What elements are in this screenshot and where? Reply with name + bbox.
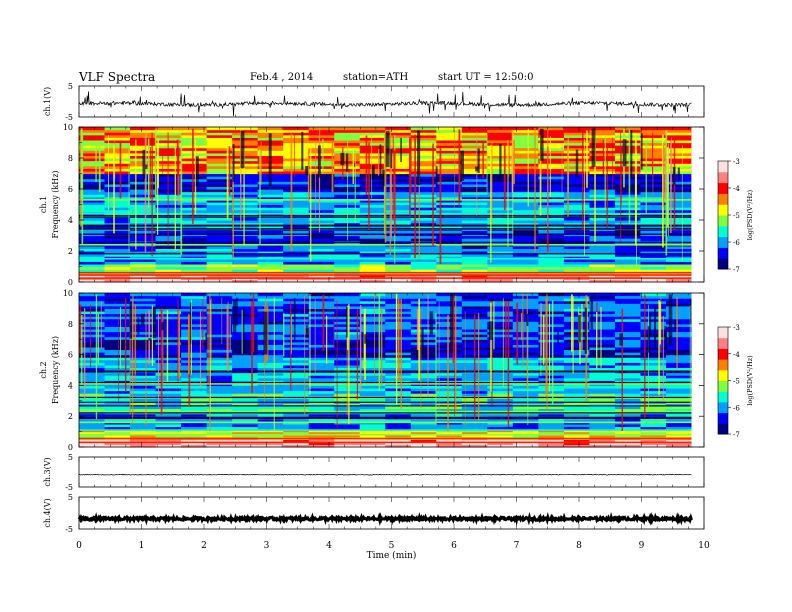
colorbar-tick-label: -4 (733, 351, 740, 359)
ch.3-waveform (78, 473, 692, 476)
x-tick-label: 5 (389, 541, 395, 551)
date-label: Feb.4 , 2014 (250, 72, 314, 83)
colorbar-tick-label: -5 (733, 212, 740, 220)
colorbar-tick-label: -3 (733, 158, 740, 166)
ch.1-waveform (79, 91, 692, 117)
y-tick-label: 0 (68, 278, 73, 287)
y-tick-label: 4 (68, 216, 73, 225)
colorbar-2 (718, 327, 728, 435)
x-tick-label: 9 (639, 541, 645, 551)
colorbar-tick-label: -5 (733, 378, 740, 386)
start-time-label: start UT = 12:50:0 (438, 72, 534, 83)
y-tick-label: 0 (68, 443, 73, 452)
x-tick-label: 3 (264, 541, 270, 551)
spectrogram-1-channel-label: ch.1 (39, 196, 48, 213)
x-tick-label: 2 (201, 541, 207, 551)
colorbar-tick-label: -4 (733, 185, 740, 193)
y-tick-label: 8 (68, 154, 73, 163)
y-tick-label: 10 (63, 289, 73, 298)
spectrogram-2 (79, 293, 704, 448)
x-tick-label: 8 (576, 541, 582, 551)
station-label: station=ATH (343, 72, 409, 83)
colorbar-tick-label: -7 (733, 266, 740, 274)
y-tick-label: 4 (68, 381, 73, 390)
y-tick-label: -5 (65, 483, 73, 492)
ch.4-waveform (77, 511, 693, 527)
y-tick-label: 5 (68, 82, 73, 91)
colorbar-tick-label: -6 (733, 404, 740, 412)
x-tick-label: 0 (76, 541, 82, 551)
x-tick-label: 4 (326, 541, 332, 551)
y-tick-label: 5 (68, 453, 73, 462)
spectrogram-1-ylabel: Frequency (kHz) (51, 170, 60, 238)
x-tick-label: 6 (451, 541, 457, 551)
spectrogram-1 (79, 127, 704, 283)
colorbar-label: log(PSD(V²/Hz) (746, 189, 754, 240)
y-tick-label: -5 (65, 525, 73, 534)
spectrogram-2-channel-label: ch.2 (39, 361, 48, 378)
x-tick-label: 7 (514, 541, 520, 551)
colorbar-1 (718, 161, 728, 270)
colorbar-tick-label: -7 (733, 431, 740, 439)
y-tick-label: 8 (68, 320, 73, 329)
spectrogram-2-ylabel: Frequency (kHz) (51, 336, 60, 404)
y-tick-label: 2 (68, 412, 73, 421)
x-axis-label: Time (min) (367, 550, 417, 561)
y-tick-label: 6 (68, 185, 73, 194)
colorbar-tick-label: -3 (733, 324, 740, 332)
colorbar-tick-label: -6 (733, 239, 740, 247)
ch.1-ylabel: ch.1(V) (43, 87, 52, 116)
y-tick-label: 5 (68, 493, 73, 502)
ch.4-ylabel: ch.4(V) (43, 498, 52, 527)
chart-title: VLF Spectra (79, 70, 156, 84)
y-tick-label: 10 (63, 123, 73, 132)
ch.3-ylabel: ch.3(V) (43, 457, 52, 486)
x-tick-label: 1 (139, 541, 145, 551)
colorbar-label: log(PSD(V²/Hz) (746, 355, 754, 406)
y-tick-label: -5 (65, 113, 73, 122)
y-tick-label: 2 (68, 247, 73, 256)
y-tick-label: 6 (68, 351, 73, 360)
x-tick-label: 10 (698, 541, 710, 551)
